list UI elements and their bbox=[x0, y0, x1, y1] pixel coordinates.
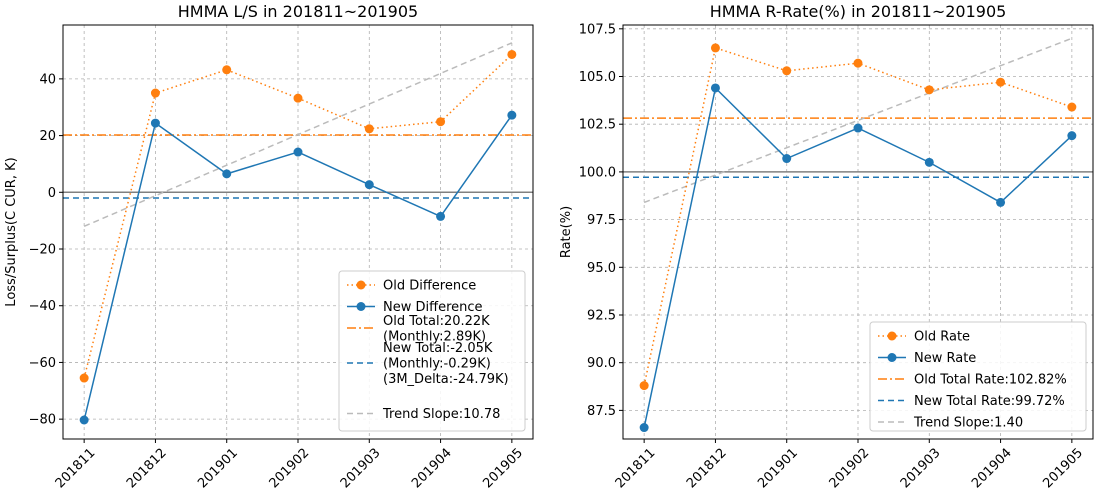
data-point bbox=[996, 197, 1006, 207]
data-point bbox=[1067, 102, 1077, 112]
x-tick-label: 201901 bbox=[195, 446, 241, 492]
legend-label: (Monthly:-0.29K) bbox=[383, 357, 491, 372]
legend-box bbox=[338, 270, 526, 432]
y-tick-label: 105.0 bbox=[579, 70, 616, 85]
y-tick-label: 40 bbox=[39, 72, 56, 87]
x-tick-label: 201903 bbox=[898, 446, 944, 492]
data-point bbox=[364, 124, 374, 134]
data-point bbox=[1067, 131, 1077, 141]
y-tick-label: 95.0 bbox=[587, 261, 616, 276]
legend-label: Old Total:20.22K bbox=[383, 314, 490, 329]
x-tick-label: 201902 bbox=[267, 446, 313, 492]
legend-label: Trend Slope:10.78 bbox=[382, 407, 500, 422]
x-tick-label: 201905 bbox=[480, 446, 526, 492]
legend-label: New Rate bbox=[914, 351, 976, 366]
data-point bbox=[710, 43, 720, 53]
y-tick-label: 0 bbox=[48, 186, 56, 201]
chart-title: HMMA R-Rate(%) in 201811~201905 bbox=[710, 2, 1007, 21]
x-tick-label: 201811 bbox=[53, 446, 99, 492]
data-point bbox=[79, 415, 89, 425]
y-tick-label: 20 bbox=[39, 129, 56, 144]
data-point bbox=[853, 58, 863, 68]
y-tick-label: −80 bbox=[29, 413, 56, 428]
legend-handle-marker bbox=[356, 302, 366, 311]
chart-panel-1: −80 −60 −40 −20 0 20 40 201811 201812 201901 20190… bbox=[4, 2, 534, 492]
data-point bbox=[222, 169, 232, 179]
x-tick-label: 201905 bbox=[1040, 446, 1086, 492]
chart-title: HMMA L/S in 201811~201905 bbox=[178, 2, 418, 21]
legend-label: Old Rate bbox=[914, 330, 970, 345]
x-tick-label: 201903 bbox=[338, 446, 384, 492]
legend-handle-marker bbox=[356, 280, 366, 290]
y-tick-label: 107.5 bbox=[579, 22, 616, 37]
data-point bbox=[364, 180, 374, 190]
data-point bbox=[996, 77, 1006, 87]
data-point bbox=[293, 147, 303, 157]
y-tick-label: 97.5 bbox=[587, 213, 616, 228]
legend-label: Trend Slope:1.40 bbox=[913, 416, 1023, 431]
legend-label: Old Difference bbox=[383, 279, 476, 294]
legend-handle-marker bbox=[887, 331, 897, 341]
chart-panel-2: 87.5 90.0 92.5 95.0 97.5 100.0 102.5 105.0 107.5… bbox=[559, 2, 1094, 492]
y-tick-label: 92.5 bbox=[587, 308, 616, 323]
legend-label: (3M_Delta:-24.79K) bbox=[383, 372, 509, 387]
data-point bbox=[507, 110, 517, 120]
y-axis-label: Loss/Surplus(C CUR, K) bbox=[4, 157, 19, 306]
x-tick-label: 201811 bbox=[613, 446, 659, 492]
x-tick-label: 201902 bbox=[827, 446, 873, 492]
x-tick-label: 201904 bbox=[969, 446, 1015, 492]
y-tick-label: −60 bbox=[29, 356, 56, 371]
legend-handle-marker bbox=[887, 353, 897, 362]
legend-label: Old Total Rate:102.82% bbox=[914, 373, 1067, 388]
x-tick-label: 201904 bbox=[409, 446, 455, 492]
y-tick-label: 87.5 bbox=[587, 404, 616, 419]
trend-line bbox=[643, 37, 1073, 204]
data-point bbox=[507, 49, 517, 59]
y-tick-label: 90.0 bbox=[587, 356, 616, 371]
y-tick-label: −40 bbox=[29, 299, 56, 314]
legend-box bbox=[869, 321, 1087, 432]
data-point bbox=[436, 117, 446, 127]
data-point bbox=[436, 211, 446, 221]
legend-label: New Difference bbox=[383, 300, 483, 315]
data-point bbox=[150, 88, 160, 98]
x-tick-label: 201812 bbox=[684, 446, 730, 492]
plot-area bbox=[63, 25, 533, 439]
data-point bbox=[853, 123, 863, 133]
legend-label: New Total Rate:99.72% bbox=[914, 394, 1065, 409]
y-axis-label: Rate(%) bbox=[559, 206, 574, 258]
data-point bbox=[639, 381, 649, 391]
legend: Old Rate New Rate Old Total Rate:102.82% Ne… bbox=[869, 321, 1087, 432]
legend-label: New Total:-2.05K bbox=[383, 341, 493, 356]
data-point bbox=[222, 65, 232, 75]
x-tick-label: 201901 bbox=[755, 446, 801, 492]
trend-line bbox=[83, 42, 513, 228]
data-point bbox=[924, 157, 934, 167]
y-tick-label: 102.5 bbox=[579, 118, 616, 133]
data-point bbox=[79, 373, 89, 383]
data-point bbox=[782, 66, 792, 76]
data-point bbox=[710, 83, 720, 93]
data-point bbox=[924, 85, 934, 95]
x-tick-label: 201812 bbox=[124, 446, 170, 492]
y-tick-label: −20 bbox=[29, 243, 56, 258]
legend-label: (Monthly:2.89K) bbox=[383, 329, 486, 344]
y-tick-label: 100.0 bbox=[579, 165, 616, 180]
data-point bbox=[150, 118, 160, 128]
data-point bbox=[639, 423, 649, 433]
data-point bbox=[293, 93, 303, 103]
data-point bbox=[782, 154, 792, 164]
